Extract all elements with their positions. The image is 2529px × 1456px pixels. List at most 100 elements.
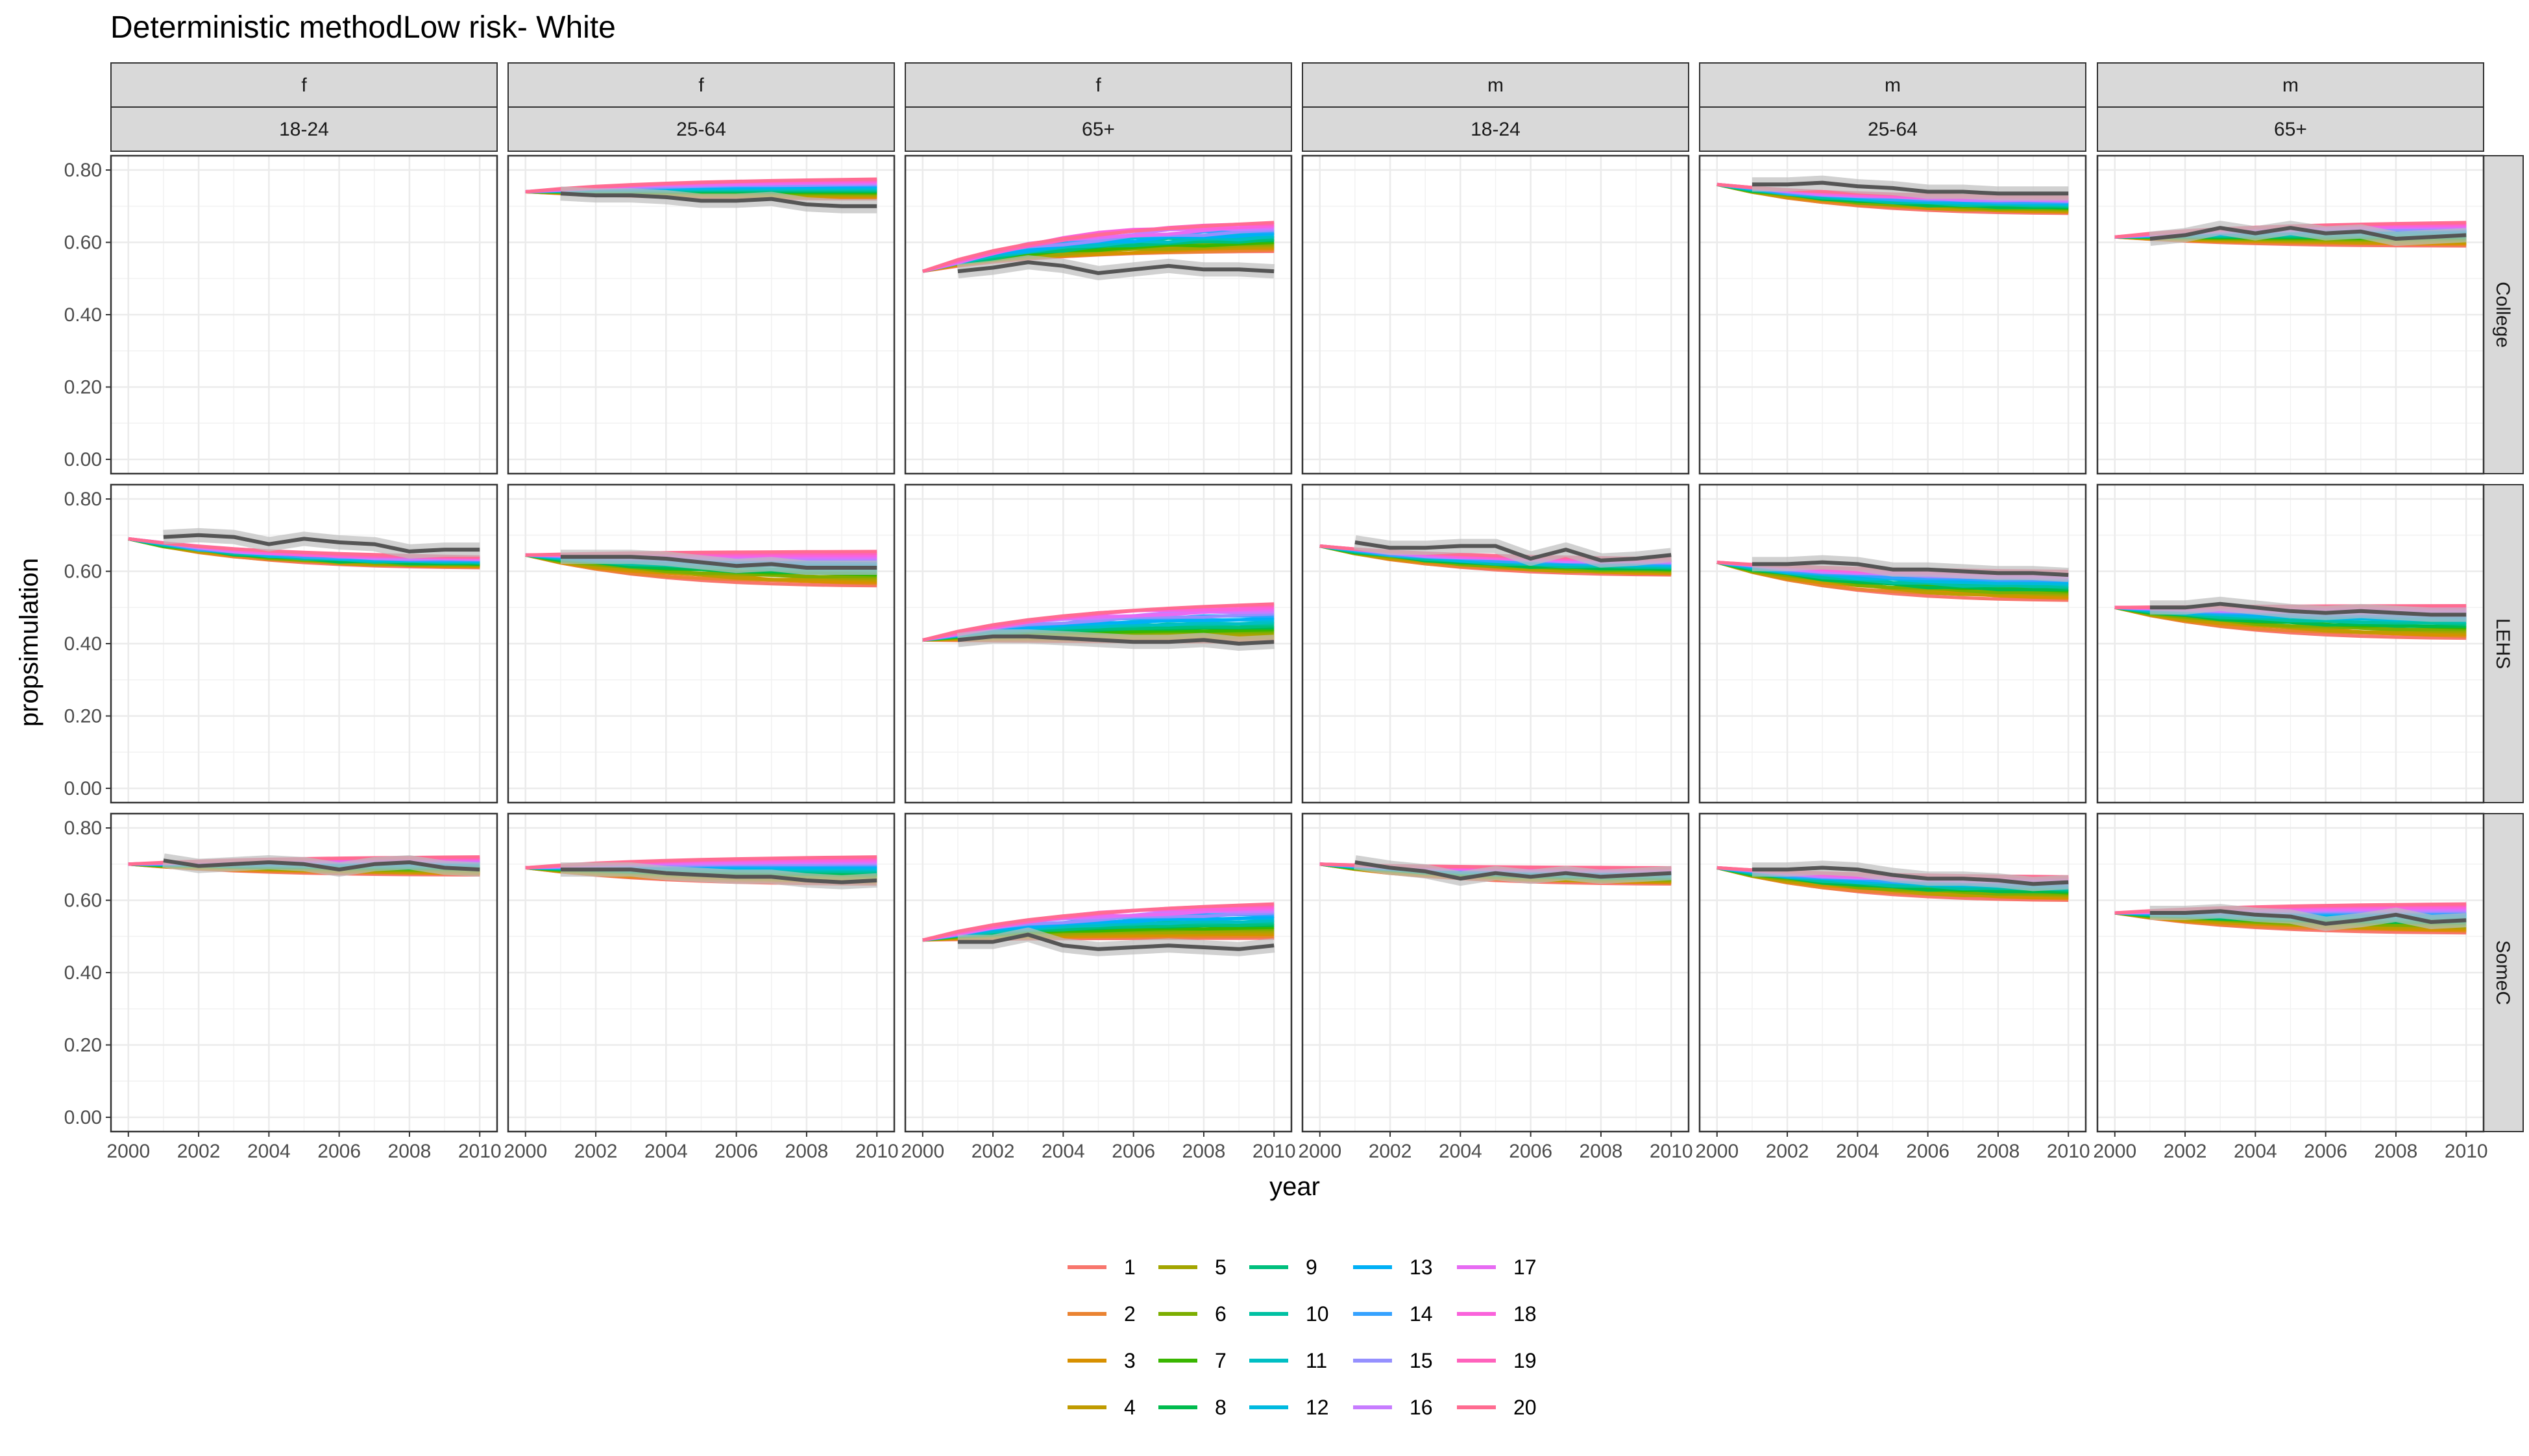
x-tick-label: 2004 <box>2234 1141 2277 1162</box>
legend-item-20: 20 <box>1457 1396 1537 1419</box>
x-tick-label: 2000 <box>106 1141 150 1162</box>
y-tick-label: 0.80 <box>64 818 102 839</box>
observed-line <box>957 260 1275 275</box>
legend-item-1: 1 <box>1068 1256 1136 1279</box>
observed-line <box>163 533 480 553</box>
plot-title: Deterministic methodLow risk- White <box>110 10 616 45</box>
observed-line <box>560 555 877 570</box>
legend-item-16: 16 <box>1353 1396 1433 1419</box>
strip-education-label: LEHS <box>2492 618 2513 669</box>
legend-label: 3 <box>1124 1349 1136 1372</box>
x-tick-label: 2004 <box>1836 1141 1879 1162</box>
facet-panel <box>2096 812 2485 1133</box>
facet-panel <box>110 812 498 1133</box>
legend-item-14: 14 <box>1353 1302 1433 1326</box>
legend-label: 1 <box>1124 1256 1136 1279</box>
facet-panel <box>904 812 1293 1133</box>
x-tick-label: 2010 <box>2047 1141 2090 1162</box>
strip-education-label: College <box>2492 282 2513 348</box>
y-tick-label: 0.80 <box>64 489 102 510</box>
legend-item-5: 5 <box>1158 1256 1227 1279</box>
legend-label: 15 <box>1410 1349 1433 1372</box>
y-tick-label: 0.00 <box>64 778 102 799</box>
observed-line <box>2149 226 2467 241</box>
x-tick-label: 2010 <box>1252 1141 1296 1162</box>
legend-label: 14 <box>1410 1302 1433 1326</box>
observed-line <box>1752 180 2069 196</box>
legend-item-7: 7 <box>1158 1349 1227 1372</box>
x-tick-label: 2008 <box>1977 1141 2020 1162</box>
y-tick-label: 0.60 <box>64 561 102 583</box>
x-tick-label: 2002 <box>971 1141 1015 1162</box>
y-tick-label: 0.40 <box>64 962 102 984</box>
facet-panel <box>110 154 498 475</box>
series-line-20 <box>922 902 1275 942</box>
x-tick-label: 2006 <box>715 1141 758 1162</box>
x-tick-label: 2010 <box>2445 1141 2488 1162</box>
observed-line <box>1354 860 1672 881</box>
x-tick-label: 2004 <box>1439 1141 1482 1162</box>
legend-item-17: 17 <box>1457 1256 1537 1279</box>
observed-line <box>957 634 1275 646</box>
column-strip: m 18-24 <box>1302 62 1689 152</box>
legend-label: 16 <box>1410 1396 1433 1419</box>
y-axis-title: propsimulation <box>15 558 43 727</box>
facet-panels: f 18-24 f 25-64 f 65+ m 18-24 m 25-64 m 65+ College L… <box>64 62 2524 1162</box>
x-tick-label: 2008 <box>1182 1141 1226 1162</box>
x-tick-label: 2000 <box>2093 1141 2136 1162</box>
x-tick-label: 2006 <box>1112 1141 1155 1162</box>
facet-panel <box>904 154 1293 475</box>
legend-item-13: 13 <box>1353 1256 1433 1279</box>
facet-panel <box>110 483 498 804</box>
series-line-20 <box>922 221 1275 273</box>
facet-panel <box>1698 812 2087 1133</box>
legend-item-11: 11 <box>1249 1349 1327 1372</box>
x-tick-label: 2004 <box>644 1141 688 1162</box>
strip-sex-label: f <box>698 75 704 96</box>
facet-panel <box>2096 483 2485 804</box>
y-tick-label: 0.00 <box>64 449 102 470</box>
observed-line <box>163 858 480 872</box>
column-strip: m 65+ <box>2097 62 2484 152</box>
x-axis-title: year <box>1269 1172 1320 1201</box>
facet-panel <box>507 154 896 475</box>
facet-panel <box>2096 154 2485 475</box>
series-line-20 <box>525 177 877 193</box>
legend-label: 2 <box>1124 1302 1136 1326</box>
x-tick-label: 2004 <box>1042 1141 1085 1162</box>
legend-item-12: 12 <box>1249 1396 1329 1419</box>
y-tick-label: 0.40 <box>64 304 102 326</box>
x-tick-label: 2008 <box>2375 1141 2418 1162</box>
x-tick-label: 2002 <box>1766 1141 1809 1162</box>
x-tick-label: 2002 <box>2164 1141 2207 1162</box>
x-tick-label: 2002 <box>574 1141 618 1162</box>
strip-sex-label: f <box>1095 75 1101 96</box>
legend-item-15: 15 <box>1353 1349 1433 1372</box>
legend-label: 5 <box>1215 1256 1227 1279</box>
legend-item-4: 4 <box>1068 1396 1136 1419</box>
facet-panel <box>904 483 1293 804</box>
x-tick-label: 2010 <box>855 1141 899 1162</box>
legend-label: 8 <box>1215 1396 1227 1419</box>
column-strip: f 18-24 <box>110 62 498 152</box>
x-tick-label: 2008 <box>785 1141 829 1162</box>
legend-item-8: 8 <box>1158 1396 1227 1419</box>
facet-panel <box>1301 154 1690 475</box>
x-tick-label: 2000 <box>504 1141 547 1162</box>
observed-line <box>1354 540 1672 563</box>
legend-label: 7 <box>1215 1349 1227 1372</box>
x-tick-label: 2006 <box>317 1141 361 1162</box>
strip-education-label: SomeC <box>2492 940 2513 1005</box>
observed-line <box>2149 909 2467 926</box>
x-tick-label: 2000 <box>1695 1141 1739 1162</box>
strip-sex-label: m <box>1487 75 1504 96</box>
series-line-20 <box>922 602 1275 642</box>
legend-label: 10 <box>1306 1302 1329 1326</box>
legend-label: 9 <box>1306 1256 1317 1279</box>
strip-age-label: 18-24 <box>279 119 329 140</box>
legend-item-3: 3 <box>1068 1349 1136 1372</box>
series-line-6 <box>1717 561 2069 594</box>
strip-age-label: 65+ <box>1082 119 1115 140</box>
